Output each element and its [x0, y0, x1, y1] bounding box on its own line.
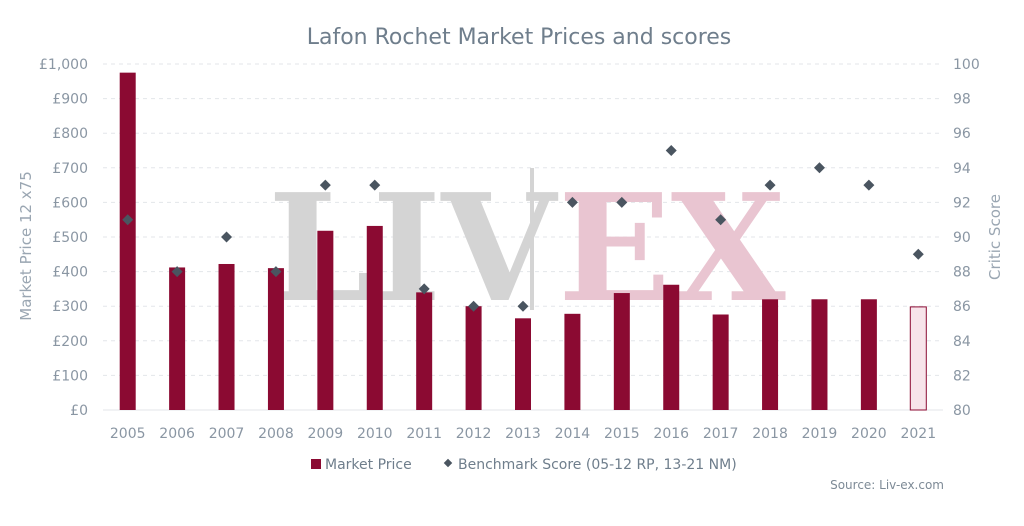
- bar: [317, 230, 334, 410]
- y2-axis-title: Critic Score: [986, 194, 1004, 280]
- gridlines: [103, 63, 943, 411]
- score-marker: [566, 196, 578, 208]
- legend: Market Price Benchmark Score (05-12 RP, …: [311, 457, 737, 473]
- bar: [564, 313, 581, 410]
- bar: [712, 314, 729, 410]
- score-marker: [813, 162, 825, 174]
- score-marker: [863, 179, 875, 191]
- bar: [267, 268, 284, 410]
- score-marker: [369, 179, 381, 191]
- bar: [119, 72, 136, 411]
- y2-tick-label: 82: [953, 368, 971, 384]
- y-tick-label: £300: [52, 299, 88, 315]
- bar: [860, 299, 877, 410]
- bar-estimate: [909, 306, 927, 411]
- x-tick-label: 2015: [604, 426, 640, 442]
- score-marker: [418, 283, 430, 295]
- score-marker: [764, 179, 776, 191]
- y-tick-label: £800: [52, 126, 88, 142]
- y2-tick-label: 84: [953, 334, 971, 350]
- y-tick-label: £100: [52, 368, 88, 384]
- x-tick-label: 2009: [308, 426, 344, 442]
- y-tick-label: £200: [52, 334, 88, 350]
- bar: [762, 299, 779, 410]
- score-marker: [122, 214, 134, 226]
- y2-tick-label: 100: [953, 57, 980, 73]
- y-tick-label: £900: [52, 92, 88, 108]
- x-tick-label: 2010: [357, 426, 393, 442]
- x-tick-label: 2005: [110, 426, 146, 442]
- legend-score-label: Benchmark Score (05-12 RP, 13-21 NM): [458, 457, 737, 473]
- x-tick-label: 2007: [209, 426, 245, 442]
- score-marker: [912, 248, 924, 260]
- score-series: [122, 145, 924, 312]
- bar: [465, 306, 482, 410]
- x-tick-label: 2021: [900, 426, 936, 442]
- y2-tick-label: 92: [953, 195, 971, 211]
- score-marker: [221, 231, 233, 243]
- x-tick-label: 2008: [258, 426, 294, 442]
- watermark: LIV EX: [268, 161, 786, 335]
- bar: [663, 284, 680, 410]
- y-tick-label: £400: [52, 265, 88, 281]
- y2-tick-label: 88: [953, 265, 971, 281]
- left-axis-ticks: £0 £100 £200 £300 £400 £500 £600 £700 £800 £900 £1…: [39, 57, 88, 419]
- x-axis-ticks: 2005 2006 2007 2008 2009 2010 2011 2012 2013 2014…: [110, 426, 936, 442]
- legend-diamond-icon: [443, 458, 453, 468]
- y-tick-label: £1,000: [39, 57, 88, 73]
- watermark-liv: LIV: [268, 161, 558, 335]
- bar: [366, 225, 383, 410]
- x-tick-label: 2006: [159, 426, 195, 442]
- bar: [218, 263, 235, 410]
- y-tick-label: £500: [52, 230, 88, 246]
- y2-tick-label: 90: [953, 230, 971, 246]
- score-marker: [616, 196, 628, 208]
- y2-tick-label: 86: [953, 299, 971, 315]
- score-marker: [171, 266, 183, 278]
- score-marker: [665, 145, 677, 156]
- right-axis-ticks: 80 82 84 86 88 90 92 94 96 98 100: [953, 57, 980, 419]
- x-tick-label: 2012: [456, 426, 492, 442]
- x-tick-label: 2011: [406, 426, 442, 442]
- legend-bar-label: Market Price: [325, 457, 412, 473]
- y2-tick-label: 98: [953, 92, 971, 108]
- y2-tick-label: 80: [953, 403, 971, 419]
- x-tick-label: 2019: [802, 426, 838, 442]
- bar: [515, 318, 531, 410]
- bar: [416, 292, 433, 410]
- bar: [169, 267, 186, 410]
- x-tick-label: 2018: [752, 426, 788, 442]
- y-tick-label: £0: [70, 403, 88, 419]
- bar-series: [119, 72, 927, 411]
- x-tick-label: 2013: [505, 426, 541, 442]
- chart-title: Lafon Rochet Market Prices and scores: [307, 25, 732, 50]
- score-marker: [319, 179, 331, 191]
- y-tick-label: £700: [52, 161, 88, 177]
- score-marker: [270, 266, 282, 278]
- x-tick-label: 2017: [703, 426, 739, 442]
- y-axis-title: Market Price 12 x75: [17, 171, 35, 321]
- bar: [613, 293, 630, 410]
- x-tick-label: 2014: [555, 426, 591, 442]
- x-tick-label: 2020: [851, 426, 887, 442]
- bar: [811, 299, 828, 410]
- score-marker: [517, 300, 529, 312]
- score-marker: [715, 214, 727, 226]
- y-tick-label: £600: [52, 195, 88, 211]
- y2-tick-label: 94: [953, 161, 971, 177]
- x-tick-label: 2016: [653, 426, 689, 442]
- y2-tick-label: 96: [953, 126, 971, 142]
- score-marker: [468, 300, 480, 312]
- source-note: Source: Liv-ex.com: [830, 478, 944, 492]
- legend-bar-swatch: [311, 459, 321, 469]
- watermark-divider: [530, 168, 534, 310]
